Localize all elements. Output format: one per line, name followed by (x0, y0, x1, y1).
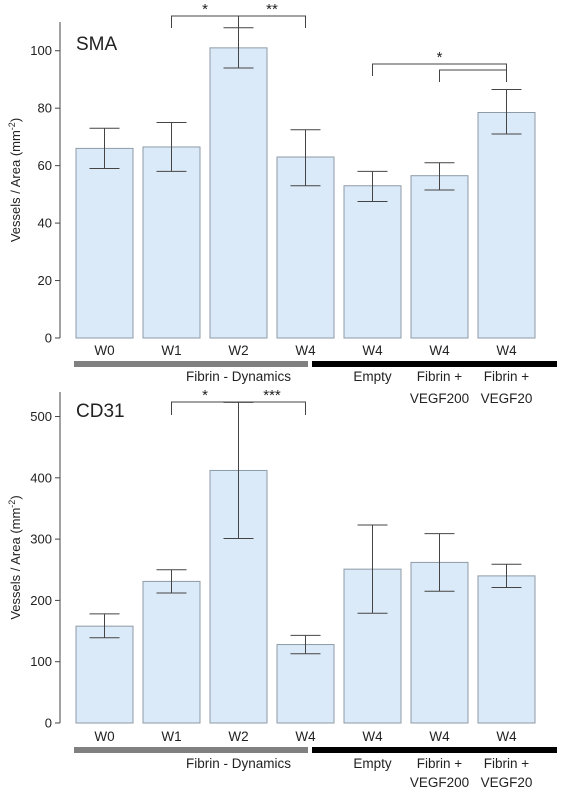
condition-label: Fibrin + (417, 756, 463, 771)
y-tick-label: 100 (30, 43, 52, 58)
chart-panel-2: CD31 0 100 200 300 400 500 Vessels / Area (mm-2… (7, 387, 557, 790)
x-tick-label: W4 (496, 343, 517, 358)
y-axis-label: Vessels / Area (mm-2) (7, 495, 23, 619)
y-tick-label: 100 (30, 654, 52, 669)
bar (343, 185, 402, 339)
x-tick-label: W2 (228, 343, 248, 358)
y-tick-label: 80 (38, 101, 52, 116)
y-tick-label: 300 (30, 532, 52, 547)
y-tick-label: 0 (45, 716, 52, 731)
significance-label: ** (266, 1, 278, 18)
y-tick-label: 20 (38, 273, 52, 288)
bar (142, 146, 201, 339)
y-tick-label: 40 (38, 216, 52, 231)
significance-bracket (238, 401, 306, 415)
significance-label: * (202, 387, 208, 404)
condition-label: VEGF200 (410, 775, 469, 790)
group-bar (312, 361, 557, 367)
bar (276, 644, 335, 724)
y-tick-label: 200 (30, 593, 52, 608)
significance-label: * (202, 1, 208, 18)
x-tick-label: W4 (429, 343, 450, 358)
x-tick-label: W4 (362, 343, 383, 358)
condition-label: VEGF20 (481, 391, 533, 406)
group-bar (74, 747, 308, 753)
condition-label: VEGF20 (481, 775, 533, 790)
x-tick-label: W0 (94, 729, 114, 744)
bar (75, 625, 134, 724)
y-axis-label: Vessels / Area (mm-2) (7, 118, 23, 242)
x-tick-label: W4 (295, 343, 316, 358)
condition-label: Fibrin + (417, 369, 463, 384)
y-tick-label: 500 (30, 409, 52, 424)
x-tick-label: W0 (94, 343, 114, 358)
y-tick-label: 0 (45, 331, 52, 346)
x-tick-label: W4 (496, 729, 517, 744)
group-label: Fibrin - Dynamics (186, 756, 291, 771)
chart-title: SMA (76, 34, 118, 55)
group-label: Fibrin - Dynamics (186, 369, 291, 384)
group-bar (312, 747, 557, 753)
chart-panel-1: SMA 0 20 40 60 80 100 Vessels / Area (mm-2) W0 W1… (7, 1, 557, 406)
bar (410, 175, 469, 339)
significance-label: *** (263, 387, 281, 404)
condition-label: VEGF200 (410, 391, 469, 406)
y-tick-label: 400 (30, 470, 52, 485)
bar (142, 580, 201, 724)
bar (75, 147, 134, 339)
x-tick-label: W2 (228, 729, 248, 744)
x-tick-label: W1 (161, 729, 181, 744)
significance-label: * (437, 49, 443, 66)
significance-bracket (238, 15, 306, 28)
bar (276, 156, 335, 339)
condition-label: Fibrin + (484, 369, 530, 384)
bar (477, 575, 536, 724)
x-tick-label: W4 (295, 729, 316, 744)
condition-label: Empty (353, 369, 392, 384)
group-bar (74, 361, 308, 367)
condition-label: Empty (353, 756, 392, 771)
bar (209, 47, 268, 339)
x-tick-label: W4 (362, 729, 383, 744)
condition-label: Fibrin + (484, 756, 530, 771)
chart-title: CD31 (76, 401, 125, 422)
significance-bracket (439, 69, 507, 82)
x-tick-label: W1 (161, 343, 181, 358)
bar (477, 111, 536, 339)
y-tick-label: 60 (38, 158, 52, 173)
x-tick-label: W4 (429, 729, 450, 744)
